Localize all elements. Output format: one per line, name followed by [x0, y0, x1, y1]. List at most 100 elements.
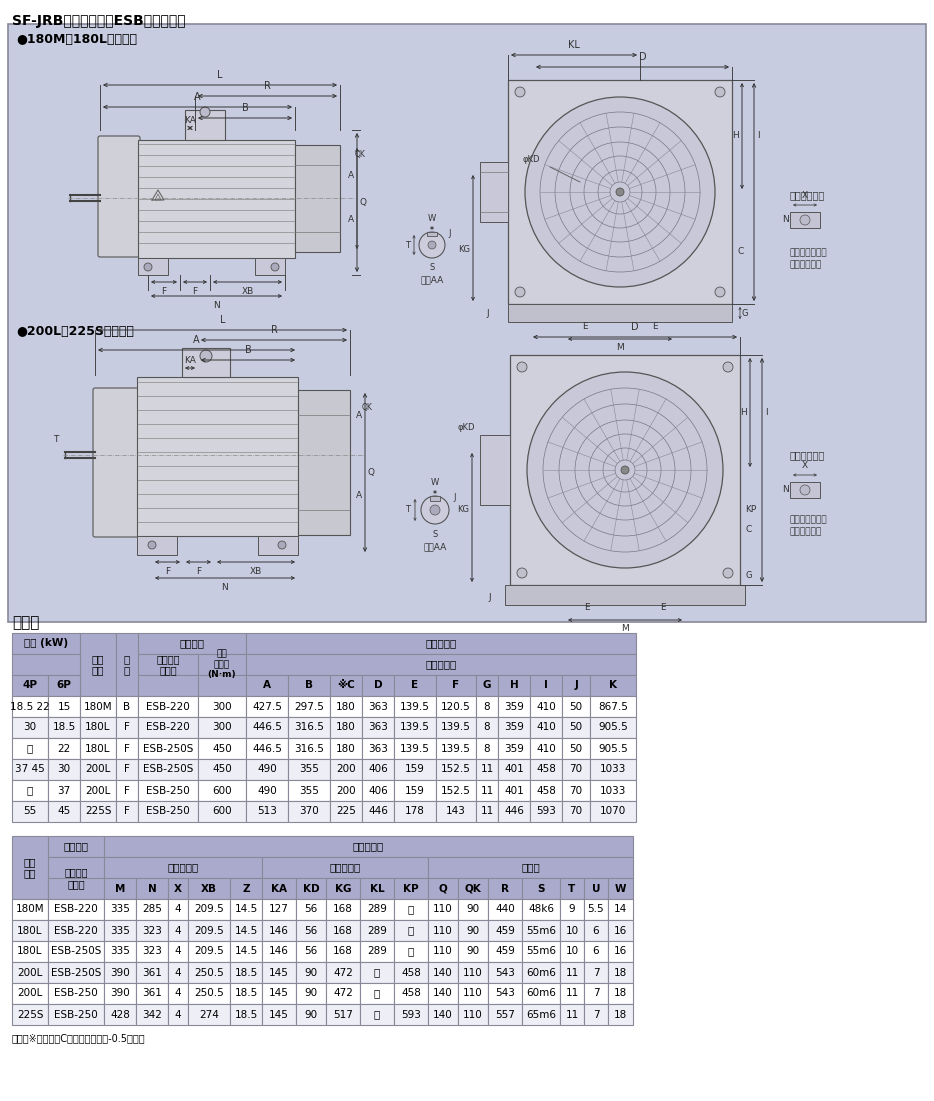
- Text: しゅう動距離: しゅう動距離: [790, 450, 826, 460]
- Text: A: A: [356, 411, 362, 419]
- Bar: [360, 983, 394, 1004]
- Text: 459: 459: [495, 947, 515, 957]
- Bar: [530, 738, 562, 759]
- Bar: [560, 983, 584, 1004]
- Text: φKD: φKD: [458, 423, 475, 432]
- Bar: [530, 759, 562, 780]
- Text: 300: 300: [212, 722, 232, 732]
- Bar: [608, 962, 633, 983]
- Bar: [116, 717, 138, 738]
- Text: 410: 410: [536, 743, 556, 753]
- Bar: [498, 759, 530, 780]
- Bar: [48, 836, 104, 857]
- Text: 472: 472: [333, 989, 353, 999]
- Bar: [12, 696, 48, 717]
- Bar: [394, 962, 428, 983]
- Bar: [330, 675, 362, 696]
- Bar: [530, 802, 562, 822]
- Text: 209.5: 209.5: [194, 947, 224, 957]
- Text: ブレーキ: ブレーキ: [64, 841, 89, 851]
- Text: 端　子　箱: 端 子 箱: [330, 862, 361, 872]
- Bar: [326, 941, 360, 962]
- Text: 備考　※軸中心高Cの上下寸法差は-0.5です。: 備考 ※軸中心高Cの上下寸法差は-0.5です。: [12, 1033, 146, 1043]
- Bar: [138, 140, 295, 258]
- Bar: [80, 696, 116, 717]
- Bar: [428, 920, 458, 941]
- Text: 200L: 200L: [85, 785, 111, 796]
- Text: QK: QK: [464, 883, 481, 894]
- FancyBboxPatch shape: [98, 137, 140, 257]
- Bar: [116, 696, 138, 717]
- Bar: [48, 920, 104, 941]
- Bar: [296, 983, 326, 1004]
- Bar: [326, 962, 360, 983]
- Bar: [562, 675, 590, 696]
- Bar: [590, 780, 636, 802]
- Bar: [562, 802, 590, 822]
- Text: A: A: [356, 491, 362, 500]
- Bar: [560, 941, 584, 962]
- Circle shape: [515, 87, 525, 97]
- Bar: [590, 738, 636, 759]
- Bar: [80, 759, 116, 780]
- Text: －: －: [374, 989, 380, 999]
- Text: 600: 600: [212, 785, 232, 796]
- Bar: [168, 962, 188, 983]
- Text: I: I: [757, 131, 759, 141]
- Text: E: E: [412, 680, 418, 690]
- Text: 4: 4: [175, 968, 181, 978]
- Bar: [394, 675, 436, 696]
- Text: L: L: [218, 70, 222, 80]
- Text: ESB-250: ESB-250: [146, 785, 190, 796]
- Bar: [230, 941, 262, 962]
- Text: K: K: [609, 680, 617, 690]
- Bar: [522, 877, 560, 900]
- Text: B: B: [242, 103, 248, 113]
- Bar: [584, 1004, 608, 1025]
- Text: T: T: [405, 505, 410, 514]
- Bar: [330, 717, 362, 738]
- Bar: [458, 1004, 488, 1025]
- Text: 50: 50: [570, 701, 583, 711]
- Text: 180: 180: [336, 701, 356, 711]
- Text: 15: 15: [57, 701, 71, 711]
- Text: 146: 146: [269, 947, 289, 957]
- Text: 145: 145: [269, 1010, 289, 1020]
- Bar: [498, 780, 530, 802]
- Bar: [288, 780, 330, 802]
- Bar: [138, 717, 198, 738]
- Text: 7: 7: [593, 989, 600, 999]
- Text: 断面AA: 断面AA: [420, 275, 444, 284]
- Bar: [48, 877, 104, 900]
- Text: J: J: [453, 493, 456, 502]
- Bar: [608, 900, 633, 920]
- Text: 406: 406: [368, 785, 388, 796]
- Bar: [562, 738, 590, 759]
- Text: 寸　　　法: 寸 法: [425, 639, 457, 648]
- Circle shape: [428, 241, 436, 249]
- Text: N: N: [783, 216, 789, 225]
- Bar: [508, 304, 732, 321]
- Bar: [188, 941, 230, 962]
- Text: 543: 543: [495, 989, 515, 999]
- Text: 30: 30: [23, 722, 36, 732]
- Circle shape: [144, 263, 152, 271]
- Text: QK: QK: [362, 403, 373, 412]
- Bar: [12, 941, 48, 962]
- Bar: [138, 258, 168, 275]
- Bar: [262, 962, 296, 983]
- Text: 180: 180: [336, 722, 356, 732]
- Bar: [298, 390, 350, 535]
- Bar: [262, 857, 428, 877]
- Bar: [498, 802, 530, 822]
- Text: 139.5: 139.5: [400, 743, 430, 753]
- Text: KG: KG: [457, 505, 469, 514]
- Bar: [458, 941, 488, 962]
- Text: 274: 274: [199, 1010, 219, 1020]
- Bar: [394, 941, 428, 962]
- Text: 146: 146: [269, 926, 289, 936]
- Text: 5.5: 5.5: [587, 905, 604, 915]
- Text: 60m6: 60m6: [526, 968, 556, 978]
- Text: 90: 90: [466, 926, 479, 936]
- Text: Q: Q: [368, 468, 375, 477]
